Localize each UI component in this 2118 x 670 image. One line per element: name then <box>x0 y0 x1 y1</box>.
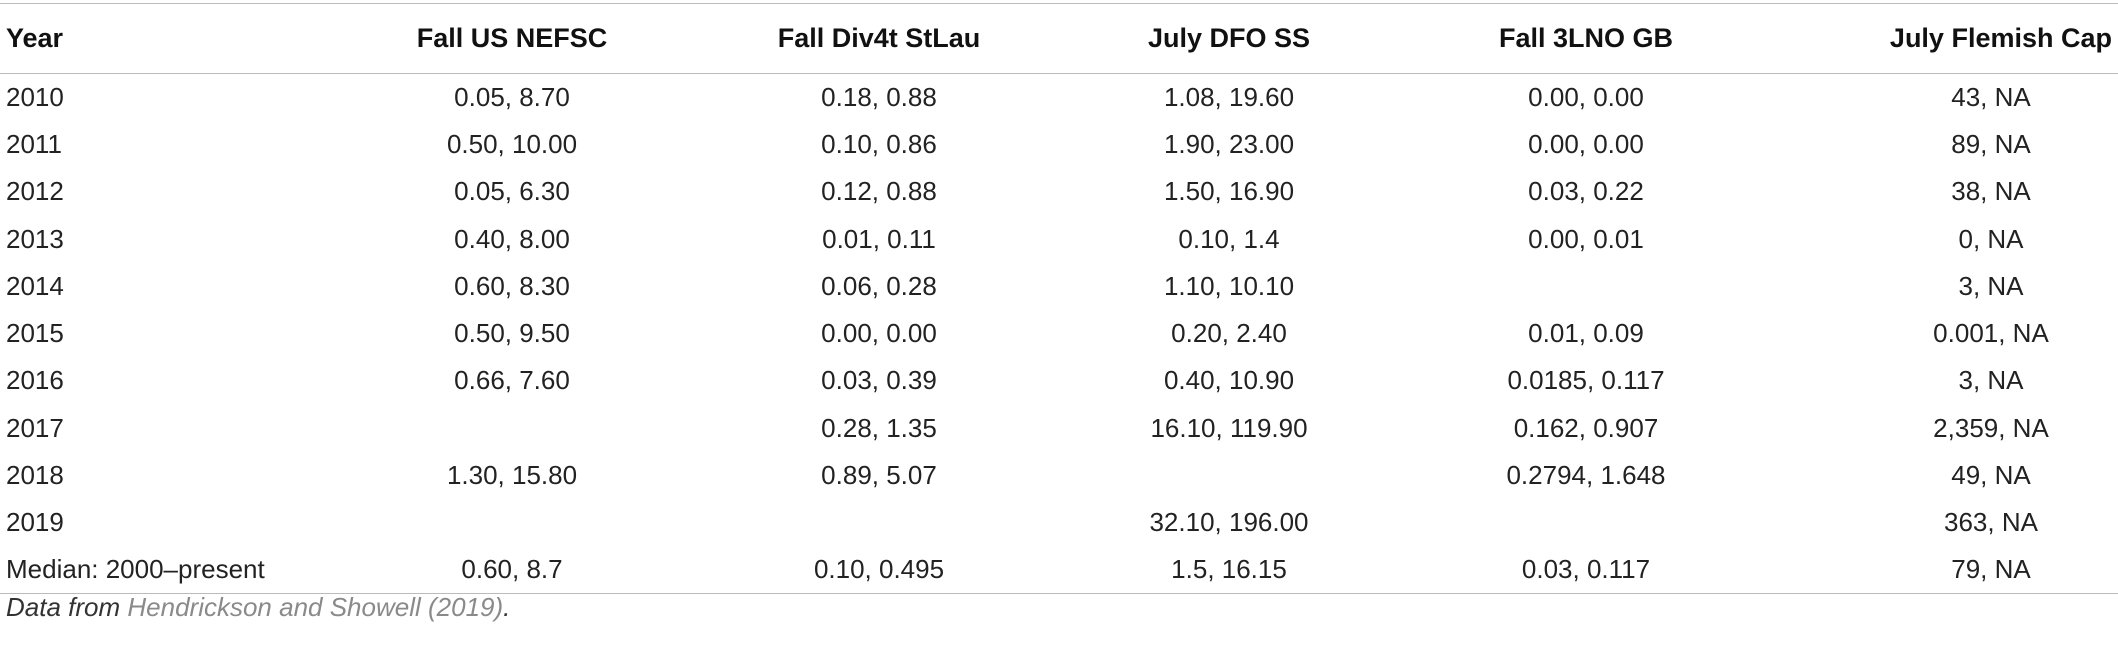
table-row-median: Median: 2000–present 0.60, 8.7 0.10, 0.4… <box>0 546 2118 595</box>
table-row: 2018 1.30, 15.80 0.89, 5.07 0.2794, 1.64… <box>0 452 2118 499</box>
table-cell: 2015 <box>6 318 64 349</box>
table-row: 2019 32.10, 196.00 363, NA <box>0 499 2118 546</box>
table-cell: 49, NA <box>1951 460 2031 491</box>
footnote-reference-link[interactable]: Hendrickson and Showell (2019) <box>127 592 504 622</box>
table-cell: 0.00, 0.01 <box>1528 223 1644 254</box>
table-cell: 0.2794, 1.648 <box>1506 460 1666 491</box>
table-cell: 2016 <box>6 365 64 396</box>
table-cell: 0.60, 8.7 <box>326 546 698 595</box>
table-cell: 0.05, 8.70 <box>454 81 570 112</box>
table-row: 2012 0.05, 6.30 0.12, 0.88 1.50, 16.90 0… <box>0 168 2118 215</box>
table-cell: 89, NA <box>1951 128 2031 159</box>
column-header-fall-us-nefsc: Fall US NEFSC <box>326 3 698 74</box>
table-cell <box>698 499 1060 546</box>
table-cell: 0.01, 0.09 <box>1528 318 1644 349</box>
table-cell: 0.60, 8.30 <box>454 270 570 301</box>
table-cell: 0.06, 0.28 <box>821 270 937 301</box>
table-row: 2011 0.50, 10.00 0.10, 0.86 1.90, 23.00 … <box>0 121 2118 168</box>
column-header-year: Year <box>0 3 326 74</box>
table-cell: 1.90, 23.00 <box>1163 128 1295 159</box>
table-cell: 363, NA <box>1944 507 2038 538</box>
table-cell: 2010 <box>6 81 64 112</box>
table-cell: 0.50, 9.50 <box>454 318 570 349</box>
table-cell: 1.5, 16.15 <box>1060 546 1398 595</box>
table-cell: 0.18, 0.88 <box>821 81 937 112</box>
table-cell: 0.66, 7.60 <box>454 365 570 396</box>
table-cell: 0.03, 0.39 <box>821 365 937 396</box>
table-cell: 3, NA <box>1958 365 2024 396</box>
table-cell: 2012 <box>6 176 64 207</box>
table-cell: 0.03, 0.22 <box>1528 176 1644 207</box>
table-cell: 0.40, 10.90 <box>1163 365 1295 396</box>
table-cell: 0.40, 8.00 <box>454 223 570 254</box>
data-table: Year Fall US NEFSC Fall Div4t StLau July… <box>0 3 2118 595</box>
table-cell: 0, NA <box>1958 223 2024 254</box>
table-cell <box>1060 452 1398 499</box>
table-cell <box>1398 499 1774 546</box>
table-cell <box>326 499 698 546</box>
table-cell <box>1398 263 1774 310</box>
table-cell: 0.20, 2.40 <box>1171 318 1287 349</box>
table-header-row: Year Fall US NEFSC Fall Div4t StLau July… <box>0 3 2118 74</box>
table-cell: 16.10, 119.90 <box>1150 412 1308 443</box>
table-cell: 0.10, 0.86 <box>821 128 937 159</box>
table-cell: 79, NA <box>1774 546 2118 595</box>
table-footnote: Data from Hendrickson and Showell (2019)… <box>6 592 510 623</box>
column-header-july-flemish-cap: July Flemish Cap <box>1774 3 2118 74</box>
table-cell: 2014 <box>6 270 64 301</box>
table-cell: 0.10, 0.495 <box>698 546 1060 595</box>
table-cell: 0.12, 0.88 <box>821 176 937 207</box>
table-row: 2014 0.60, 8.30 0.06, 0.28 1.10, 10.10 3… <box>0 263 2118 310</box>
table-cell: 0.03, 0.117 <box>1398 546 1774 595</box>
table-cell: 43, NA <box>1951 81 2031 112</box>
table-cell: 0.50, 10.00 <box>446 128 578 159</box>
table-cell: 0.10, 1.4 <box>1178 223 1280 254</box>
table-row: 2016 0.66, 7.60 0.03, 0.39 0.40, 10.90 0… <box>0 357 2118 404</box>
table-cell: 0.162, 0.907 <box>1513 412 1659 443</box>
table-cell: 2013 <box>6 223 64 254</box>
table-row: 2017 0.28, 1.35 16.10, 119.90 0.162, 0.9… <box>0 405 2118 452</box>
table-cell: 0.00, 0.00 <box>1528 128 1644 159</box>
table-cell: 2017 <box>6 412 64 443</box>
table-cell: 2,359, NA <box>1933 412 2049 443</box>
table-cell: Median: 2000–present <box>0 546 326 595</box>
table-cell <box>326 405 698 452</box>
table-cell: 0.28, 1.35 <box>821 412 937 443</box>
table-cell: 38, NA <box>1951 176 2031 207</box>
footnote-suffix: . <box>503 592 511 622</box>
column-header-july-dfo-ss: July DFO SS <box>1060 3 1398 74</box>
footnote-prefix: Data from <box>6 592 128 622</box>
table-cell: 1.50, 16.90 <box>1163 176 1295 207</box>
table-row: 2013 0.40, 8.00 0.01, 0.11 0.10, 1.4 0.0… <box>0 215 2118 262</box>
table-cell: 1.30, 15.80 <box>446 460 578 491</box>
table-cell: 2019 <box>6 507 64 538</box>
table-cell: 0.01, 0.11 <box>822 223 936 254</box>
column-header-fall-div4t-stlau: Fall Div4t StLau <box>698 3 1060 74</box>
table-cell: 2018 <box>6 460 64 491</box>
table-cell: 0.001, NA <box>1933 318 2049 349</box>
table-cell: 3, NA <box>1958 270 2024 301</box>
table-cell: 0.00, 0.00 <box>1528 81 1644 112</box>
table-row: 2010 0.05, 8.70 0.18, 0.88 1.08, 19.60 0… <box>0 74 2118 121</box>
table-row: 2015 0.50, 9.50 0.00, 0.00 0.20, 2.40 0.… <box>0 310 2118 357</box>
table-cell: 1.10, 10.10 <box>1163 270 1295 301</box>
table-cell: 32.10, 196.00 <box>1149 507 1309 538</box>
column-header-fall-3lno-gb: Fall 3LNO GB <box>1398 3 1774 74</box>
table-cell: 0.05, 6.30 <box>454 176 570 207</box>
table-cell: 0.00, 0.00 <box>821 318 937 349</box>
table-cell: 2011 <box>6 128 62 159</box>
table-cell: 1.08, 19.60 <box>1163 81 1295 112</box>
table-cell: 0.89, 5.07 <box>821 460 937 491</box>
table-cell: 0.0185, 0.117 <box>1507 365 1665 396</box>
